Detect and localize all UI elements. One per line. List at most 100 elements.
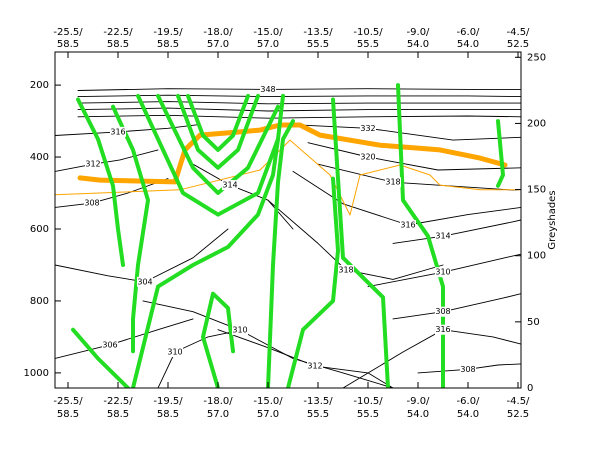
- x-tick-label: 58.5: [157, 409, 179, 420]
- x-tick-label: -10.5/: [353, 396, 383, 407]
- contour-label: 304: [137, 277, 152, 286]
- green-line: [111, 104, 150, 354]
- plot-frame: [54, 51, 522, 389]
- contour-line: [55, 178, 169, 208]
- contour-label-bg: [385, 177, 401, 188]
- contour-label: 316: [110, 127, 125, 136]
- x-tick-label: -6.0/: [457, 396, 481, 407]
- x-top-tick-label: -22.5/: [103, 27, 133, 38]
- x-top-tick-label: -6.0/: [457, 27, 481, 38]
- contour-line: [77, 114, 521, 119]
- contour-line: [142, 300, 394, 388]
- contour-label: 316: [400, 221, 415, 230]
- contour-label: 312: [85, 160, 100, 169]
- contour-line: [157, 329, 244, 388]
- x-tick-label: -9.0/: [407, 396, 431, 407]
- x-top-tick-label: 58.5: [107, 39, 129, 50]
- contour-line: [342, 329, 521, 388]
- contour-line: [77, 101, 521, 105]
- y2-tick-label: 0: [527, 383, 533, 394]
- green-line: [496, 119, 505, 188]
- contour-label-bg: [307, 361, 323, 372]
- x-top-tick-label: 58.5: [57, 39, 79, 50]
- contour-label: 318: [385, 178, 400, 187]
- x-top-tick-label: -18.0/: [203, 27, 233, 38]
- contour-label: 310: [167, 348, 182, 357]
- contour-label: 310: [232, 326, 247, 335]
- contour-label: 314: [435, 232, 450, 241]
- contour-label-bg: [360, 152, 376, 163]
- contour-label-bg: [460, 364, 476, 375]
- green-line: [136, 93, 285, 217]
- contour-line: [317, 163, 521, 191]
- green-line: [156, 93, 280, 195]
- x-top-tick-label: 58.5: [157, 39, 179, 50]
- plot-area: 348 332 320 318 316 314 310 308 308 316 318 312 310 3…: [55, 83, 521, 388]
- green-line: [266, 119, 295, 388]
- green-line: [176, 93, 260, 170]
- contour-label-bg: [102, 339, 118, 350]
- x-top-tick-label: 57.0: [257, 39, 279, 50]
- x-top-tick-label: -13.5/: [303, 27, 333, 38]
- x-top-tick-label: -15.0/: [253, 27, 283, 38]
- green-line: [396, 83, 445, 388]
- contour-line: [55, 124, 199, 136]
- contour-label: 308: [84, 199, 99, 208]
- contour-label-bg: [360, 123, 376, 134]
- contour-label-bg: [435, 306, 451, 317]
- x-tick-label: 55.5: [307, 409, 329, 420]
- contour-label-bg: [435, 267, 451, 278]
- x-top-tick-label: 55.5: [357, 39, 379, 50]
- contour-label: 314: [222, 181, 237, 190]
- x-tick-label: 57.0: [257, 409, 279, 420]
- contour-label-bg: [400, 220, 416, 231]
- y-tick-label: 200: [30, 80, 49, 91]
- x-top-tick-label: 55.5: [307, 39, 329, 50]
- x-tick-label: 57.0: [207, 409, 229, 420]
- contour-label-bg: [435, 324, 451, 335]
- contour-label: 318: [338, 266, 353, 275]
- contour-label-bg: [260, 84, 276, 95]
- green-line: [76, 97, 125, 267]
- green-line: [286, 176, 340, 388]
- y2-tick-label: 250: [527, 52, 546, 63]
- x-tick-label: 52.5: [507, 409, 529, 420]
- green-line: [186, 93, 250, 152]
- contour-line: [392, 293, 521, 320]
- contour-label: 306: [102, 340, 117, 349]
- y2-tick-label: 50: [527, 317, 540, 328]
- contour-label-bg: [137, 276, 153, 287]
- x-tick-label: 58.5: [107, 409, 129, 420]
- x-top-tick-label: -19.5/: [153, 27, 183, 38]
- x-tick-label: -13.5/: [303, 396, 333, 407]
- contour-line: [292, 170, 521, 226]
- y2-tick-label: 200: [527, 118, 546, 129]
- y2-tick-label: 100: [527, 251, 546, 262]
- x-top-tick-label: 54.0: [457, 39, 479, 50]
- orange-line: [55, 139, 521, 216]
- x-top-tick-label: 52.5: [507, 39, 529, 50]
- y2-tick-label: 150: [527, 185, 546, 196]
- contour-label: 348: [260, 85, 275, 94]
- contour-label: 332: [360, 124, 375, 133]
- y-tick-label: 600: [30, 224, 49, 235]
- x-tick-label: -15.0/: [253, 396, 283, 407]
- contour-label-bg: [110, 126, 126, 137]
- x-top-tick-label: -25.5/: [53, 27, 83, 38]
- green-line: [331, 97, 390, 388]
- x-top-tick-label: 54.0: [407, 39, 429, 50]
- x-tick-label: 54.0: [407, 409, 429, 420]
- contour-line: [217, 329, 394, 388]
- x-tick-label: -22.5/: [103, 396, 133, 407]
- contour-label-bg: [222, 180, 238, 191]
- contour-label-bg: [85, 159, 101, 170]
- y-tick-label: 1000: [24, 368, 49, 379]
- contour-label: 316: [435, 325, 450, 334]
- contour-label-bg: [338, 265, 354, 276]
- contour-label: 308: [460, 365, 475, 374]
- contour-label: 320: [360, 153, 375, 162]
- x-tick-label: -18.0/: [203, 396, 233, 407]
- contour-line: [292, 124, 521, 141]
- x-tick-label: 58.5: [57, 409, 79, 420]
